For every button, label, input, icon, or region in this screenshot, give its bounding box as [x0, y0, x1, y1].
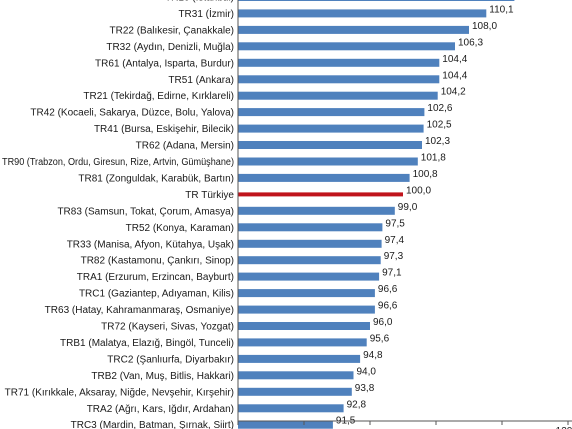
value-label-14: 97,5: [385, 218, 405, 229]
bar-10: [238, 157, 418, 166]
bar-20: [238, 322, 370, 330]
value-label-11: 100,8: [413, 169, 438, 180]
value-label-9: 102,3: [425, 136, 450, 147]
category-label-3: TR32 (Aydın, Denizli, Muğla): [106, 42, 234, 53]
category-label-5: TR51 (Ankara): [168, 75, 234, 86]
category-label-13: TR83 (Samsun, Tokat, Çorum, Amasya): [57, 206, 234, 217]
value-label-22: 94,8: [363, 350, 383, 361]
category-label-16: TR82 (Kastamonu, Çankırı, Sinop): [81, 256, 234, 267]
value-label-13: 99,0: [398, 202, 418, 213]
x-tick-label-5: 120: [556, 426, 572, 429]
category-label-11: TR81 (Zonguldak, Karabük, Bartın): [78, 173, 234, 184]
category-label-25: TRA2 (Ağrı, Kars, Iğdır, Ardahan): [87, 404, 234, 415]
bar-4: [238, 58, 440, 67]
bar-13: [238, 206, 395, 215]
bar-21: [238, 338, 367, 347]
category-label-19: TR63 (Hatay, Kahramanmaraş, Osmaniye): [45, 305, 234, 316]
value-label-7: 102,6: [427, 103, 452, 114]
category-label-18: TRC1 (Gaziantep, Adıyaman, Kilis): [79, 289, 234, 300]
category-label-20: TR72 (Kayseri, Sivas, Yozgat): [101, 322, 234, 333]
value-label-24: 93,8: [355, 383, 375, 394]
category-label-23: TRB2 (Van, Muş, Bitlis, Hakkari): [91, 371, 234, 382]
bar-9: [238, 141, 422, 149]
category-label-22: TRC2 (Şanlıurfa, Diyarbakır): [107, 354, 234, 365]
value-label-19: 96,6: [378, 301, 398, 312]
bar-17: [238, 272, 380, 281]
value-label-21: 95,6: [370, 333, 390, 344]
bar-15: [238, 239, 382, 248]
value-label-5: 104,4: [442, 70, 467, 81]
category-label-7: TR42 (Kocaeli, Sakarya, Düzce, Bolu, Yal…: [30, 108, 234, 119]
value-label-23: 94,0: [357, 366, 377, 377]
bar-2: [238, 25, 469, 34]
bar-0: [238, 0, 515, 1]
bar-19: [238, 305, 375, 314]
category-label-6: TR21 (Tekirdağ, Edirne, Kırklareli): [83, 91, 234, 102]
bar-16: [238, 256, 381, 265]
category-label-0: TR10 (İstanbul): [165, 0, 234, 4]
category-label-8: TR41 (Bursa, Eskişehir, Bilecik): [94, 124, 234, 135]
value-label-8: 102,5: [427, 120, 452, 131]
bar-24: [238, 387, 352, 396]
value-label-20: 96,0: [373, 317, 393, 328]
bar-14: [238, 223, 383, 232]
bar-23: [238, 371, 354, 380]
bar-6: [238, 91, 438, 100]
category-label-4: TR61 (Antalya, Isparta, Burdur): [95, 58, 234, 69]
category-label-14: TR52 (Konya, Karaman): [126, 223, 234, 234]
value-label-4: 104,4: [442, 54, 467, 65]
category-label-17: TRA1 (Erzurum, Erzincan, Bayburt): [77, 272, 234, 283]
bar-25: [238, 404, 344, 413]
value-label-10: 101,8: [421, 153, 446, 164]
value-labels: 110,1 108,0 106,3 104,4 104,4 104,2 102,6 102,5…: [336, 4, 514, 426]
category-label-1: TR31 (İzmir): [178, 7, 234, 20]
category-label-26: TRC3 (Mardin, Batman, Şırnak, Siirt): [71, 420, 234, 429]
bar-5: [238, 75, 440, 84]
category-label-10: TR90 (Trabzon, Ordu, Giresun, Rize, Artv…: [2, 157, 234, 168]
category-label-21: TRB1 (Malatya, Elazığ, Bingöl, Tunceli): [60, 338, 234, 349]
bar-22: [238, 354, 361, 363]
value-label-25: 92,8: [347, 399, 367, 410]
bar-3: [238, 42, 455, 51]
category-labels: TR10 (İstanbul) TR31 (İzmir) TR22 (Balıkes…: [2, 0, 234, 429]
value-label-15: 97,4: [385, 235, 405, 246]
bar-18: [238, 289, 375, 298]
category-label-2: TR22 (Balıkesir, Çanakkale): [110, 25, 235, 36]
bars-group: [238, 0, 515, 429]
bar-26: [238, 420, 333, 429]
value-label-3: 106,3: [458, 37, 483, 48]
value-label-6: 104,2: [441, 87, 466, 98]
value-label-1: 110,1: [489, 4, 514, 15]
x-axis-ticks: 120: [237, 421, 572, 429]
category-label-12: TR Türkiye: [185, 190, 234, 201]
value-label-18: 96,6: [378, 284, 398, 295]
category-label-15: TR33 (Manisa, Afyon, Kütahya, Uşak): [67, 239, 234, 250]
bar-1: [238, 9, 487, 18]
category-label-24: TR71 (Kırıkkale, Aksaray, Niğde, Nevşehi…: [5, 387, 234, 398]
value-label-12: 100,0: [406, 185, 431, 196]
value-label-16: 97,3: [384, 251, 404, 262]
value-label-17: 97,1: [382, 268, 402, 279]
bar-7: [238, 108, 425, 117]
category-label-9: TR62 (Adana, Mersin): [136, 141, 234, 152]
bar-12: [238, 192, 403, 197]
value-label-2: 108,0: [472, 21, 497, 32]
bar-8: [238, 124, 424, 133]
bar-11: [238, 173, 410, 182]
